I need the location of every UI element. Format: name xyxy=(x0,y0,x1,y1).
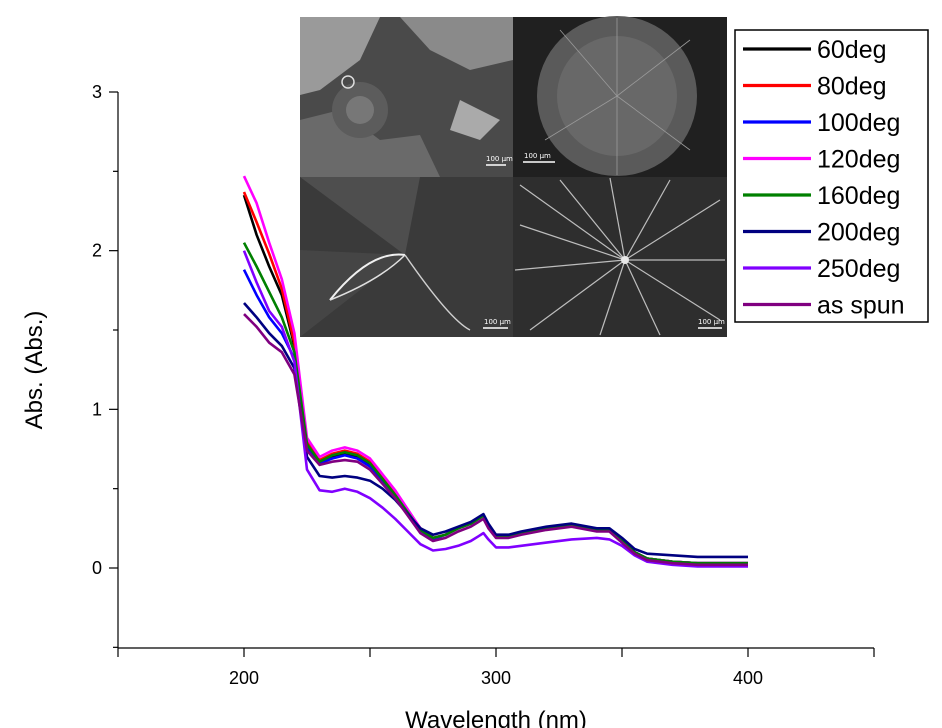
series-line-6 xyxy=(242,250,748,568)
legend-label: 250deg xyxy=(817,255,900,283)
micrograph-panel-1: 100 µm xyxy=(300,17,513,177)
scale-bar-label-4: 100 µm xyxy=(698,318,725,326)
y-tick-label: 2 xyxy=(92,241,102,261)
scale-bar-label-2: 100 µm xyxy=(524,152,551,160)
scale-bar-label-3: 100 µm xyxy=(484,318,511,326)
x-tick-label: 200 xyxy=(229,668,259,688)
legend-label: 60deg xyxy=(817,36,887,64)
series-line-7 xyxy=(243,313,748,567)
micrograph-panel-3: 100 µm xyxy=(300,177,513,337)
micrograph-panel-2: 100 µm xyxy=(513,16,727,177)
series-line-5 xyxy=(243,302,748,559)
micrograph-panel-4: 100 µm xyxy=(513,177,727,337)
legend-label: 200deg xyxy=(817,219,900,247)
y-tick-label: 1 xyxy=(92,399,102,419)
legend-box xyxy=(734,29,929,323)
axis-ticks xyxy=(109,91,875,657)
x-axis-title: Wavelength (nm) xyxy=(405,707,587,728)
series-lines xyxy=(242,175,748,568)
legend-label: 120deg xyxy=(817,146,900,174)
legend-label: as spun xyxy=(817,292,905,320)
legend-label: 80deg xyxy=(817,73,887,101)
legend: 60deg 80deg 100deg 120deg 160deg 200deg 250deg… xyxy=(734,29,929,323)
inset-micrographs: 100 µm 100 µm xyxy=(300,16,727,337)
axis-tick-labels: 200 300 400 0 1 2 3 xyxy=(92,82,763,688)
y-tick-label: 0 xyxy=(92,558,102,578)
y-axis-title: Abs. (Abs.) xyxy=(21,311,48,430)
x-tick-label: 400 xyxy=(733,668,763,688)
legend-label: 160deg xyxy=(817,182,900,210)
scale-bar-label-1: 100 µm xyxy=(486,155,513,163)
y-tick-label: 3 xyxy=(92,82,102,102)
x-tick-label: 300 xyxy=(481,668,511,688)
legend-label: 100deg xyxy=(817,109,900,137)
